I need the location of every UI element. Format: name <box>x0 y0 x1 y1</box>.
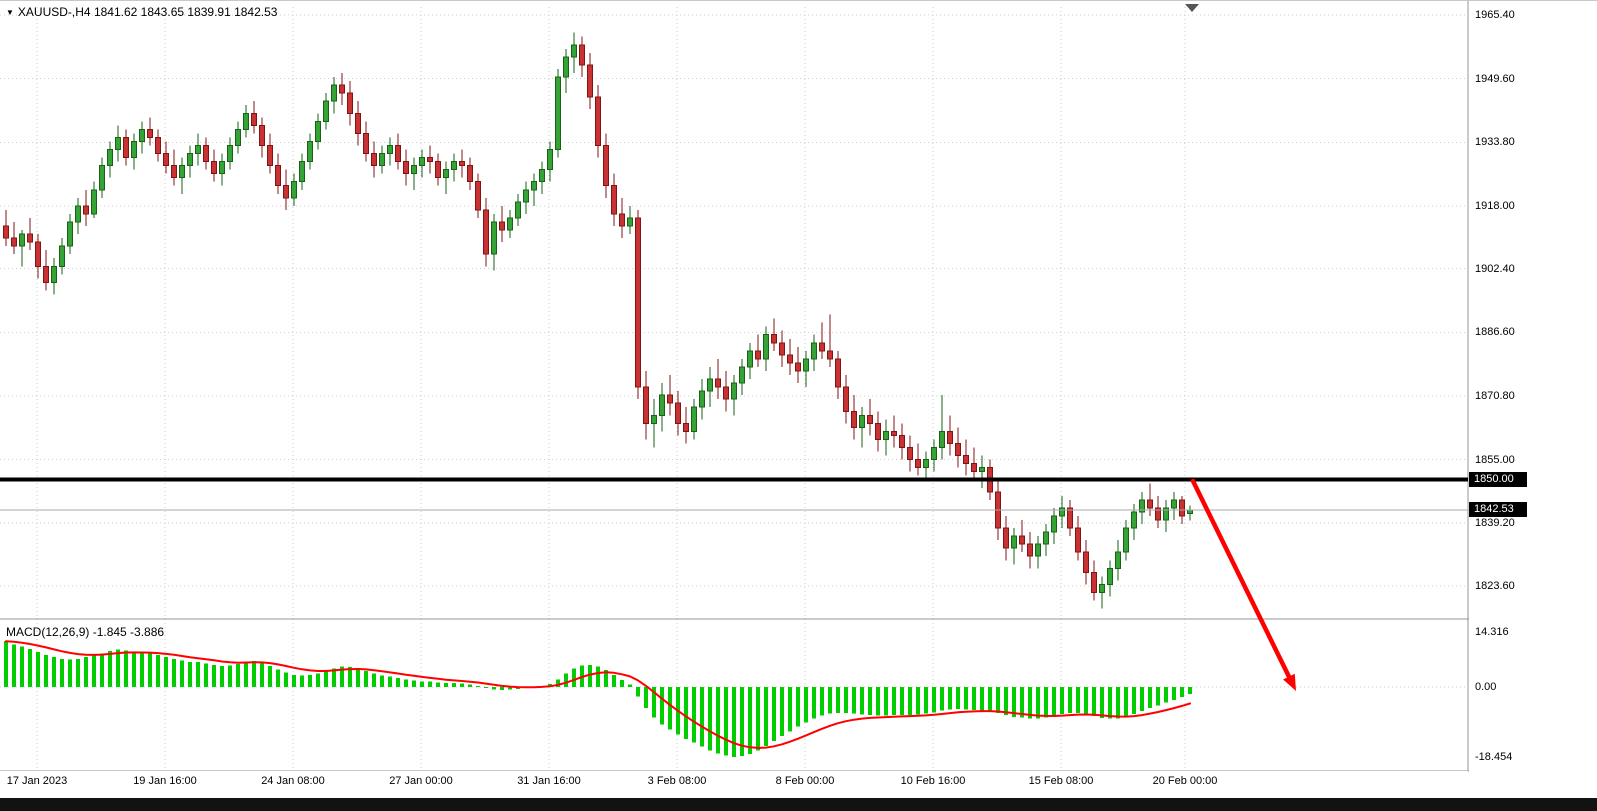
time-axis-label: 15 Feb 08:00 <box>1028 775 1094 787</box>
price-axis-label: 1870.80 <box>1475 389 1515 402</box>
time-axis-label: 20 Feb 00:00 <box>1152 775 1218 787</box>
price-axis-label: 1823.60 <box>1475 580 1515 593</box>
time-axis-label: 8 Feb 00:00 <box>775 775 835 787</box>
macd-axis-label: -18.454 <box>1475 751 1513 764</box>
grid-layer <box>0 7 1468 771</box>
current-price-badge: 1842.53 <box>1469 502 1527 518</box>
price-axis-label: 1855.00 <box>1475 453 1515 466</box>
time-axis-label: 17 Jan 2023 <box>6 775 68 787</box>
time-axis[interactable]: 17 Jan 2023 19 Jan 16:00 24 Jan 08:00 27 Ja… <box>0 771 1468 798</box>
time-axis-label: 27 Jan 00:00 <box>389 775 453 787</box>
symbol-dropdown-icon: ▼ <box>6 8 14 17</box>
price-axis-label: 1965.40 <box>1475 9 1515 21</box>
macd-indicator-label: MACD(12,26,9) -1.845 -3.886 <box>6 625 165 639</box>
time-axis-label: 10 Feb 16:00 <box>900 775 966 787</box>
price-axis-label: 1886.60 <box>1475 326 1515 339</box>
price-axis-label: 1933.80 <box>1475 136 1515 149</box>
symbol-period-label: XAUUSD-,H4 <box>17 5 91 19</box>
price-axis-label: 1839.20 <box>1475 517 1515 530</box>
macd-axis-label: 14.316 <box>1475 626 1509 639</box>
time-axis-label: 3 Feb 08:00 <box>647 775 707 787</box>
symbol-ohlc-label: ▼ XAUUSD-,H4 1841.62 1843.65 1839.91 1842… <box>6 5 277 19</box>
price-axis-label: 1918.00 <box>1475 199 1515 212</box>
time-axis-label: 31 Jan 16:00 <box>517 775 581 787</box>
hline-price-badge: 1850.00 <box>1469 472 1527 488</box>
time-axis-label: 24 Jan 08:00 <box>261 775 325 787</box>
time-axis-label: 19 Jan 16:00 <box>133 775 197 787</box>
trend-arrow[interactable] <box>1190 478 1296 691</box>
panel-borders <box>0 1 1597 772</box>
candles-layer <box>3 32 1193 609</box>
price-axis-label: 1902.40 <box>1475 262 1515 275</box>
bottom-bar <box>0 798 1597 811</box>
macd-signal-line <box>5 640 1191 749</box>
price-axis[interactable]: 1965.40 1949.60 1933.80 1918.00 1902.40 1886.… <box>1469 1 1597 798</box>
macd-axis-label: 0.00 <box>1475 681 1497 693</box>
chart-shift-marker[interactable] <box>1185 4 1199 12</box>
macd-histogram <box>4 641 1192 757</box>
price-axis-label: 1949.60 <box>1475 72 1515 85</box>
ohlc-values: 1841.62 1843.65 1839.91 1842.53 <box>93 5 278 19</box>
